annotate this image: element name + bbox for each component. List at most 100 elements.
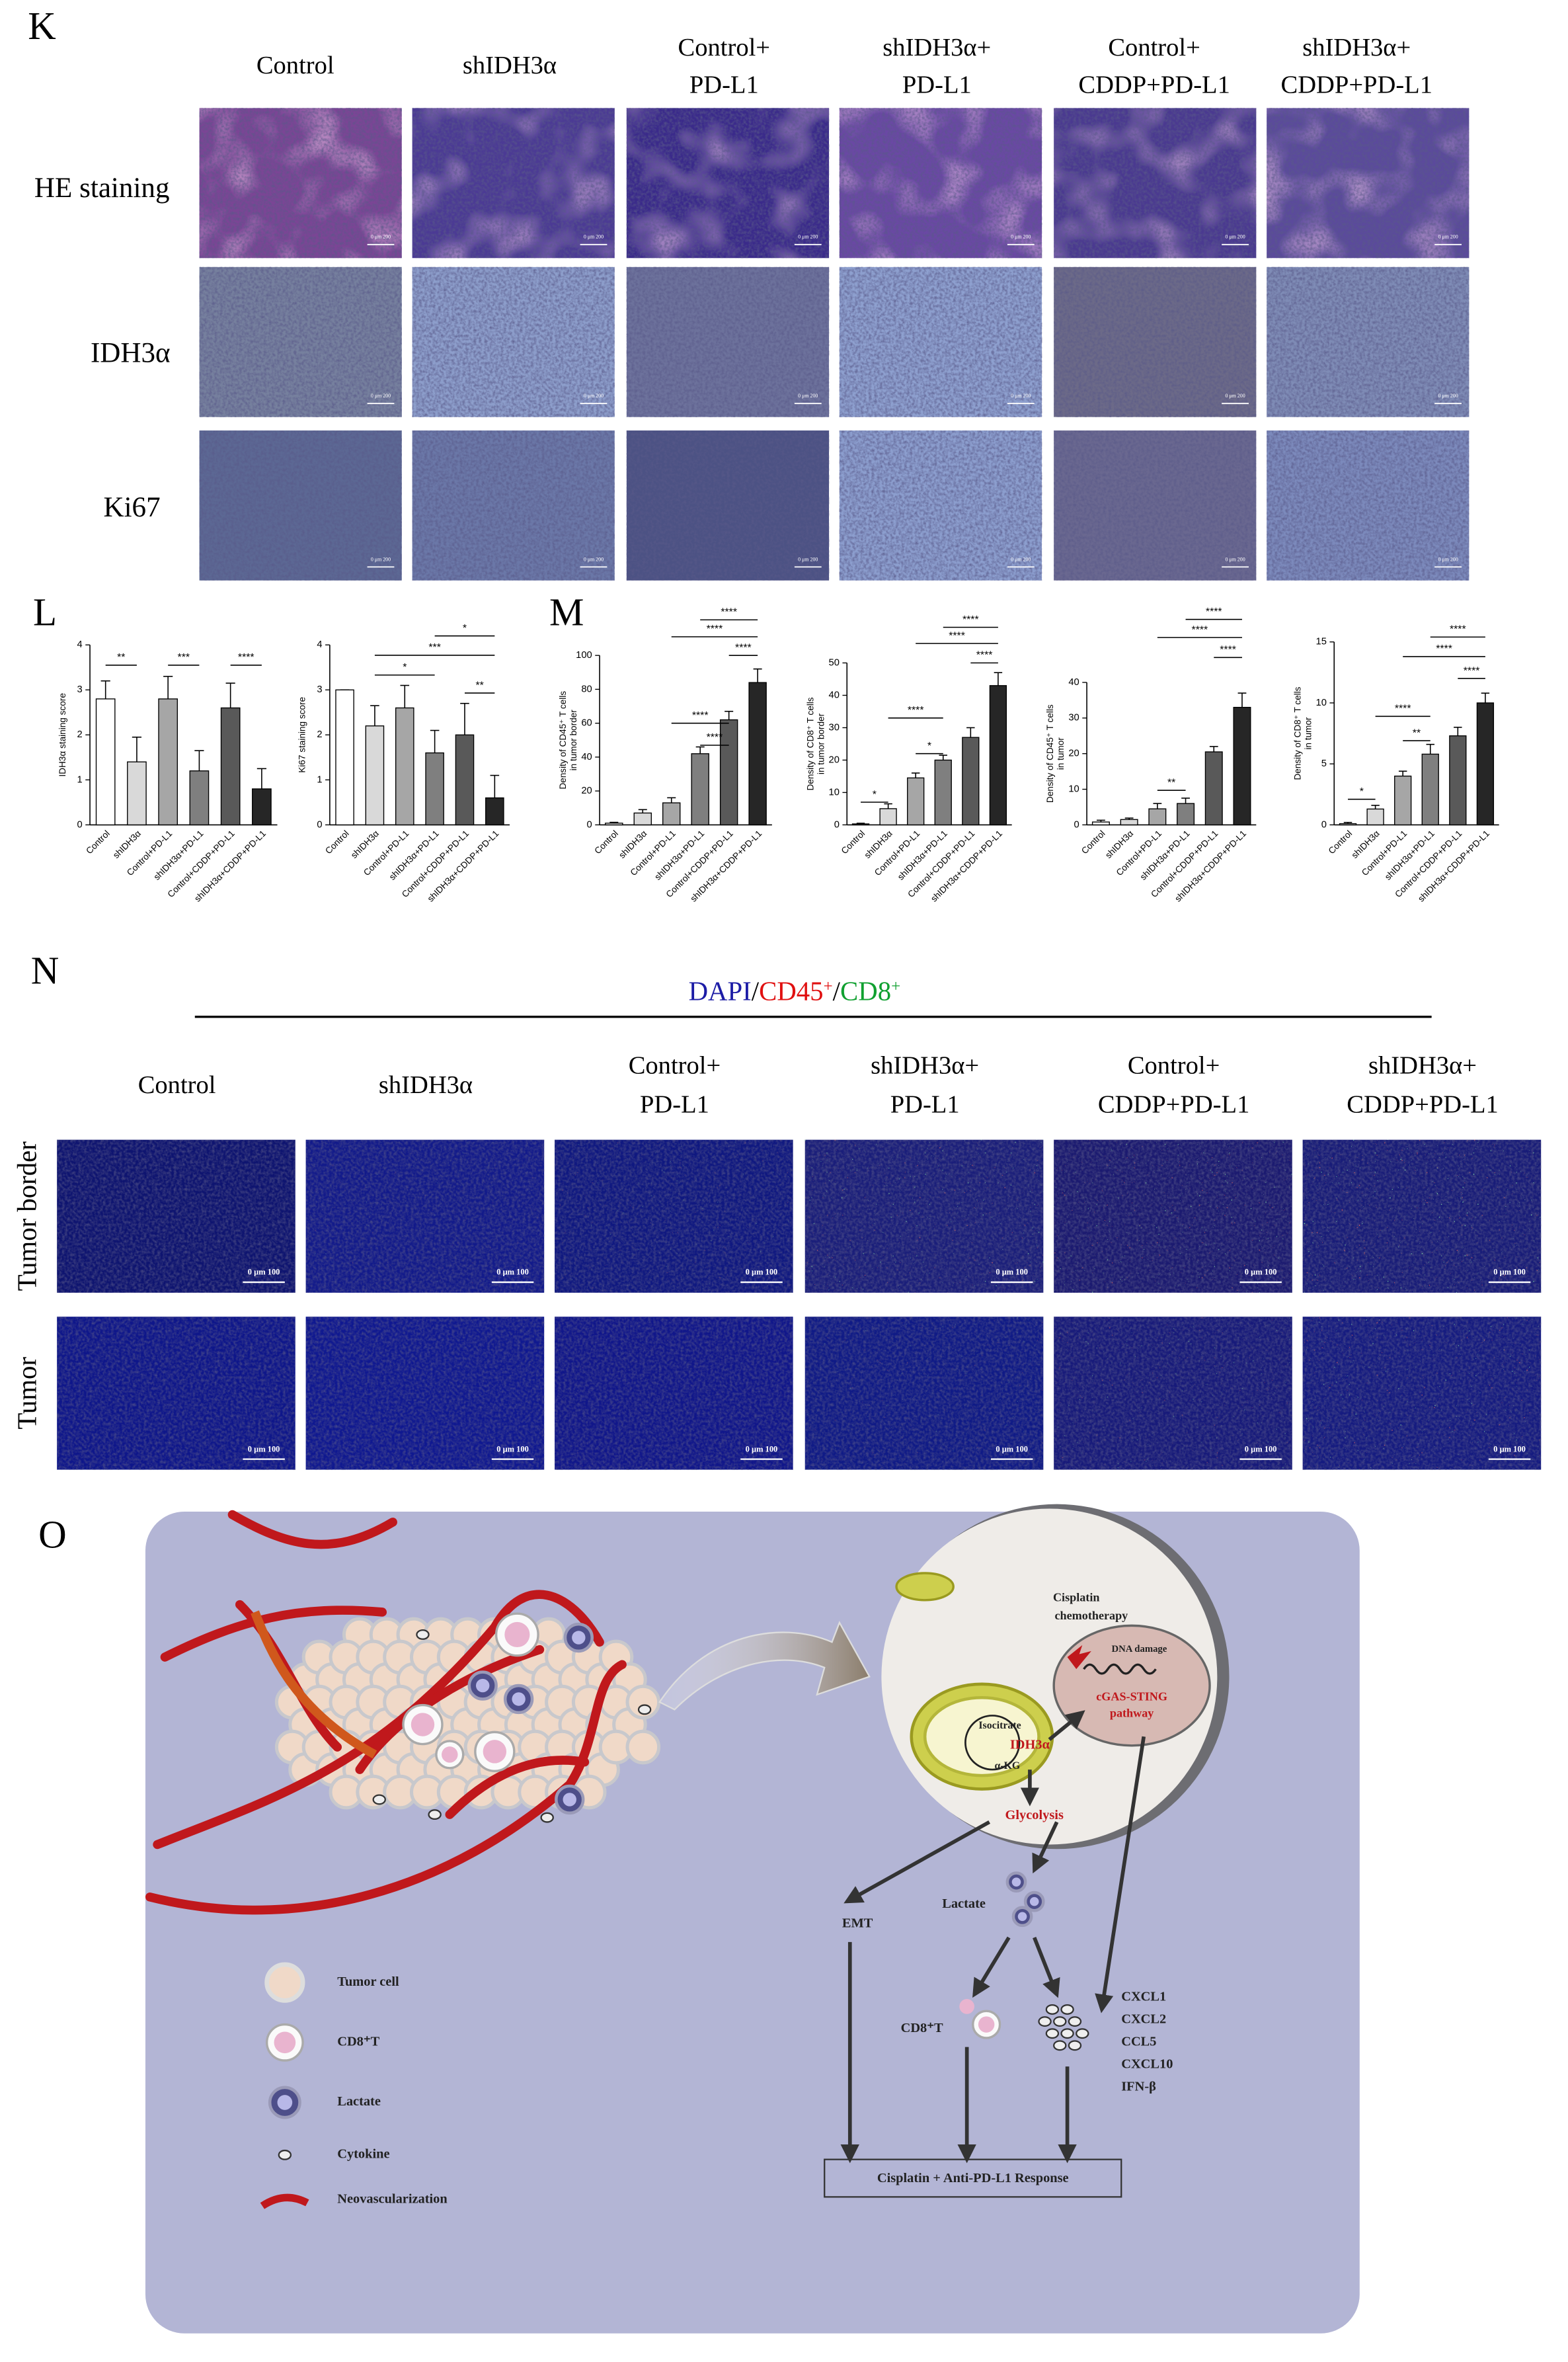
- bar: [662, 802, 681, 826]
- bar: [485, 797, 504, 826]
- histology-image: 0 μm 200: [839, 108, 1042, 259]
- cytokine: [1045, 2004, 1060, 2015]
- x-tick-label: Control: [592, 829, 620, 856]
- y-tick-label: 30: [829, 722, 840, 733]
- bar: [1120, 819, 1138, 826]
- fluorescence-image: 0 μm 100: [1054, 1317, 1292, 1470]
- image-texture: [1267, 108, 1470, 259]
- y-axis-title: Density of CD8⁺ T cells: [1292, 686, 1302, 780]
- image-texture: [1267, 266, 1470, 417]
- x-tick-label: shIDH3α+PD-L1: [896, 829, 949, 882]
- bar: [605, 823, 623, 826]
- image-texture: [199, 430, 402, 581]
- bar: [1148, 808, 1167, 826]
- lactate-core: [1029, 1896, 1039, 1906]
- column-header: CDDP+PD-L1: [1281, 71, 1433, 99]
- image-texture: [412, 266, 615, 417]
- lactate-core: [1011, 1877, 1021, 1887]
- y-axis-title: Density of CD8⁺ T cells: [805, 697, 815, 790]
- lactate-core: [572, 1631, 586, 1645]
- significance-label: ****: [1464, 665, 1480, 676]
- scale-bar-label: 0 μm 200: [798, 556, 818, 562]
- bar: [220, 707, 241, 826]
- dna-helix: [1083, 1663, 1157, 1675]
- bar: [851, 823, 870, 826]
- y-tick-label: 5: [1321, 758, 1327, 769]
- significance-label: **: [1413, 727, 1421, 739]
- y-axis-title: Density of CD45⁺ T cells: [558, 691, 568, 790]
- y-tick-label: 4: [317, 639, 322, 650]
- label: cGAS-STING: [1096, 1690, 1167, 1703]
- bar: [1366, 808, 1384, 826]
- column-header: PD-L1: [640, 1091, 709, 1119]
- bar: [1476, 702, 1495, 826]
- bar: [252, 788, 272, 826]
- schematic: Cisplatin chemotherapy DNA damage cGAS-STIN…: [145, 1504, 1230, 2209]
- label: Cisplatin + Anti-PD-L1 Response: [877, 2171, 1069, 2185]
- scale-bar-label: 0 μm 200: [584, 234, 604, 240]
- cytokine: [637, 1704, 652, 1715]
- label: Glycolysis: [1005, 1808, 1064, 1822]
- y-tick-label: 4: [77, 639, 83, 650]
- y-tick-label: 40: [829, 690, 840, 700]
- significance-label: *: [873, 789, 877, 800]
- scale-bar-label: 0 μm 100: [746, 1444, 778, 1453]
- cytokine: [1068, 2040, 1082, 2051]
- column-header: shIDH3α+: [871, 1052, 979, 1080]
- scale-bar-label: 0 μm 200: [1225, 393, 1245, 399]
- cytokine: [416, 1629, 430, 1640]
- column-header: PD-L1: [902, 71, 972, 99]
- x-tick-label: shIDH3α+PD-L1: [652, 829, 706, 882]
- significance-label: ****: [1220, 644, 1236, 655]
- fluorescence-image: 0 μm 100: [57, 1317, 295, 1470]
- significance-label: ****: [949, 630, 965, 641]
- x-tick-label: Control: [1079, 829, 1107, 856]
- fluorescence-image: 0 μm 100: [1054, 1139, 1292, 1293]
- histology-image: 0 μm 200: [199, 266, 402, 417]
- scale-bar-label: 0 μm 200: [798, 234, 818, 240]
- y-tick-label: 0: [834, 819, 840, 830]
- scale-bar-label: 0 μm 200: [1438, 556, 1458, 562]
- bar: [1339, 823, 1357, 826]
- fluorescence-image: 0 μm 100: [305, 1317, 545, 1470]
- column-header: shIDH3α+: [1302, 34, 1411, 61]
- significance-label: ****: [1206, 606, 1222, 618]
- bar: [719, 719, 738, 826]
- cytokine: [1068, 2016, 1082, 2027]
- histology-image: 0 μm 200: [1054, 430, 1257, 581]
- y-tick-label: 3: [317, 684, 322, 695]
- significance-label: ****: [1436, 643, 1452, 655]
- bar: [633, 812, 652, 826]
- scale-bar-label: 0 μm 100: [1245, 1268, 1277, 1277]
- y-tick-label: 20: [829, 754, 840, 765]
- arrow: [972, 1936, 1011, 1998]
- scale-bar-label: 0 μm 200: [1011, 393, 1031, 399]
- scale-bar-label: 0 μm 100: [248, 1268, 280, 1277]
- image-texture: [1267, 430, 1470, 581]
- scale-bar-label: 0 μm 100: [496, 1268, 529, 1277]
- bar: [127, 761, 147, 826]
- dna-damage: [1067, 1645, 1091, 1670]
- bar: [1091, 821, 1110, 826]
- significance-label: **: [475, 680, 483, 691]
- cytokine: [540, 1812, 554, 1823]
- image-texture: [199, 266, 402, 417]
- significance-label: *: [1360, 786, 1364, 797]
- bar-chart: 0 10 20 30 40 Density of CD45⁺ T cells in tumo…: [1045, 606, 1257, 904]
- cd8-t-nucleus: [411, 1713, 435, 1736]
- significance-label: ****: [721, 607, 737, 618]
- scale-bar-label: 0 μm 100: [996, 1268, 1028, 1277]
- vessel: [227, 1510, 397, 1549]
- significance-label: **: [117, 652, 125, 663]
- histology-image: 0 μm 200: [412, 108, 615, 259]
- column-header: PD-L1: [689, 71, 759, 99]
- cd8-t-nucleus: [483, 1740, 507, 1764]
- significance-label: ****: [707, 732, 723, 743]
- column-header: shIDH3α: [379, 1071, 473, 1099]
- y-axis-title: in tumor: [1303, 717, 1313, 750]
- column-header: shIDH3α+: [1368, 1052, 1477, 1080]
- bar: [907, 777, 925, 826]
- y-tick-label: 40: [581, 752, 592, 762]
- scale-bar-label: 0 μm 200: [798, 393, 818, 399]
- arrow: [1033, 1937, 1060, 1998]
